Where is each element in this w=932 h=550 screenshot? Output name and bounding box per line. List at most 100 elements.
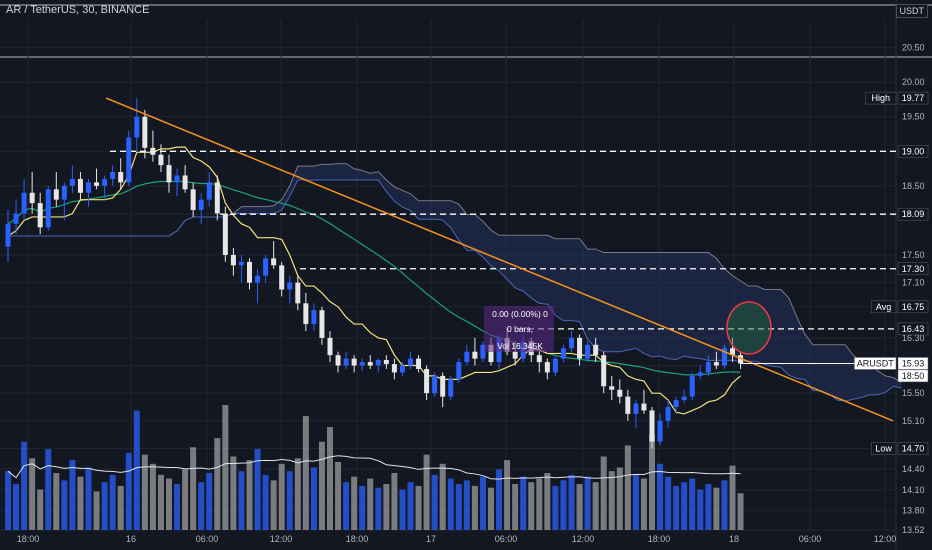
volume-bar [367, 478, 374, 530]
candle-body [697, 372, 703, 376]
currency-label[interactable]: USDT [895, 4, 928, 18]
volume-bar [37, 489, 44, 530]
volume-bar [45, 449, 52, 530]
y-tick-label: 17.50 [902, 250, 925, 260]
volume-bar [109, 474, 116, 530]
volume-bar [697, 489, 704, 530]
candle-body [102, 178, 108, 186]
candle-body [13, 213, 19, 224]
volume-bar [705, 484, 712, 530]
volume-bar [616, 467, 623, 530]
volume-bar [423, 454, 430, 530]
price-label-value: 19.00 [902, 146, 925, 156]
price-label-tag [865, 91, 897, 105]
candle-body [279, 265, 285, 290]
volume-bar [657, 463, 664, 530]
candle-body [408, 358, 413, 366]
volume-bar [463, 480, 470, 530]
x-tick-label: 12:00 [572, 534, 595, 544]
candle-body [480, 344, 486, 359]
candle-body [633, 403, 639, 414]
x-tick-label: 18:00 [346, 534, 369, 544]
candle-body [271, 258, 277, 266]
price-label-box [897, 262, 929, 276]
volume-bar [69, 460, 76, 530]
volume-bar [5, 471, 11, 530]
volume-bar [157, 474, 164, 530]
volume-bar [488, 487, 494, 530]
volume-bar [600, 456, 607, 530]
candle-body [198, 199, 204, 211]
y-tick-label: 13.52 [902, 525, 925, 535]
volume-bar [415, 485, 422, 530]
x-tick-label: 18 [729, 534, 739, 544]
volume-bar [278, 463, 285, 530]
volume-bar [665, 476, 672, 530]
candle-body [166, 165, 172, 183]
x-tick-label: 06:00 [495, 534, 518, 544]
candle-body [512, 351, 518, 359]
volume-bar [93, 491, 100, 530]
volume-bar [351, 476, 358, 530]
y-tick-label: 19.50 [902, 112, 925, 122]
candle-body [617, 389, 623, 397]
y-tick-label: 16.30 [902, 333, 925, 343]
candle-body [45, 189, 51, 228]
candle-body [77, 178, 83, 193]
volume-bar [649, 434, 655, 530]
volume-bar [310, 467, 317, 530]
candle-body [649, 410, 655, 442]
x-tick-label: 06:00 [196, 534, 219, 544]
volume-bar [673, 485, 680, 530]
candle-body [327, 337, 333, 356]
price-label-value: 14.70 [902, 443, 925, 453]
volume-bar [53, 473, 60, 530]
volume-bar [584, 476, 591, 530]
volume-bar [149, 463, 156, 530]
x-tick-label: 18:00 [648, 534, 671, 544]
volume-bar [560, 480, 567, 530]
volume-bar [592, 482, 599, 530]
volume-bar [439, 463, 446, 530]
volume-bar [343, 482, 350, 530]
x-tick-label: 17 [426, 534, 436, 544]
volume-bar [608, 471, 615, 530]
candle-body [287, 282, 293, 290]
volume-bar [544, 473, 551, 530]
candle-body [391, 364, 397, 373]
volume-bar [407, 482, 414, 530]
price-label-box [897, 91, 929, 105]
volume-bar [391, 473, 398, 530]
candle-body [641, 403, 647, 411]
candle-body [110, 172, 116, 179]
candle-body [238, 261, 244, 266]
candle-body [214, 182, 220, 214]
candle-body [625, 396, 631, 414]
volume-bar [190, 447, 197, 530]
candle-body [681, 396, 687, 401]
volume-bar [61, 480, 68, 530]
candle-body [5, 223, 11, 247]
volume-bar [117, 485, 124, 530]
candle-body [456, 362, 462, 380]
volume-bar [729, 465, 736, 530]
candle-body [367, 362, 373, 366]
volume-bar [681, 482, 688, 530]
volume-bar [125, 452, 132, 530]
cloud-lower-line [8, 179, 902, 402]
candle-body [383, 360, 389, 365]
volume-bar [77, 476, 84, 530]
y-tick-label: 13.80 [902, 506, 925, 516]
price-label-tag [870, 442, 897, 455]
y-tick-label: 17.10 [902, 278, 925, 288]
candle-body [464, 351, 470, 363]
price-label-name: ARUSDT [857, 358, 895, 368]
volume-bar [359, 485, 366, 530]
chart-title: AR / TetherUS, 30, BINANCE [6, 4, 150, 16]
volume-bar [214, 438, 221, 530]
candle-body [560, 348, 566, 359]
candle-body [206, 182, 212, 200]
volume-bar [198, 482, 205, 530]
price-label-box [897, 442, 929, 455]
